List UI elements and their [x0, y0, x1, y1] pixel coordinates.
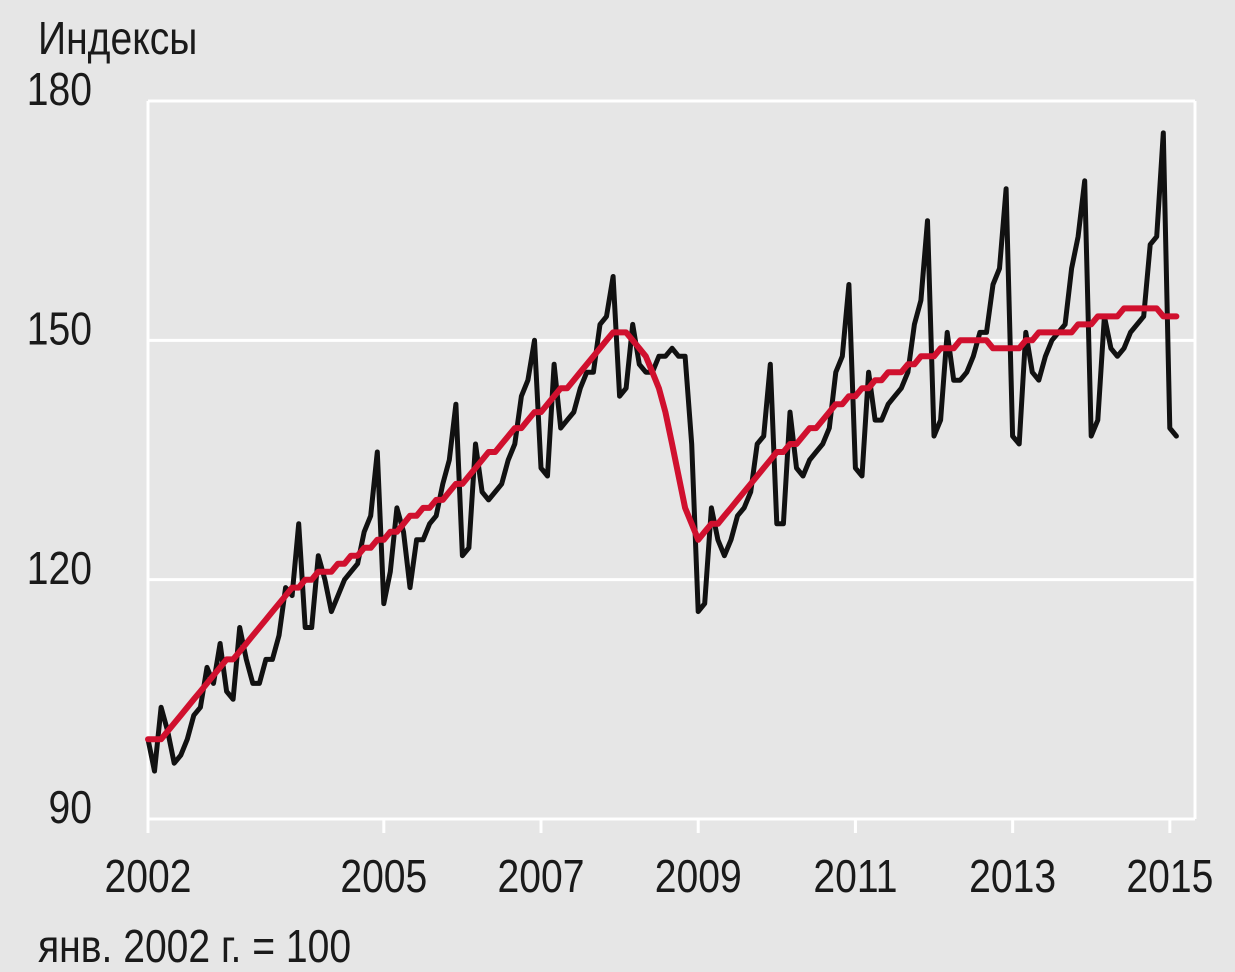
line	[145, 130, 1179, 774]
x-tick-label: 2011	[813, 851, 897, 903]
x-tick-label: 2007	[498, 851, 585, 903]
line	[145, 305, 1180, 743]
y-tick-label: 90	[49, 782, 92, 834]
chart-title: Индексы	[38, 13, 197, 65]
y-tick-label: 120	[27, 543, 92, 595]
x-tick-label: 2005	[340, 851, 427, 903]
x-tick-label: 2009	[655, 851, 742, 903]
x-tick-label: 2013	[969, 851, 1056, 903]
y-tick-label: 150	[27, 304, 92, 356]
x-tick-label: 2002	[105, 851, 192, 903]
x-tick-label: 2015	[1126, 851, 1213, 903]
y-tick-label: 180	[27, 64, 92, 116]
note: янв. 2002 г. = 100	[38, 921, 351, 972]
